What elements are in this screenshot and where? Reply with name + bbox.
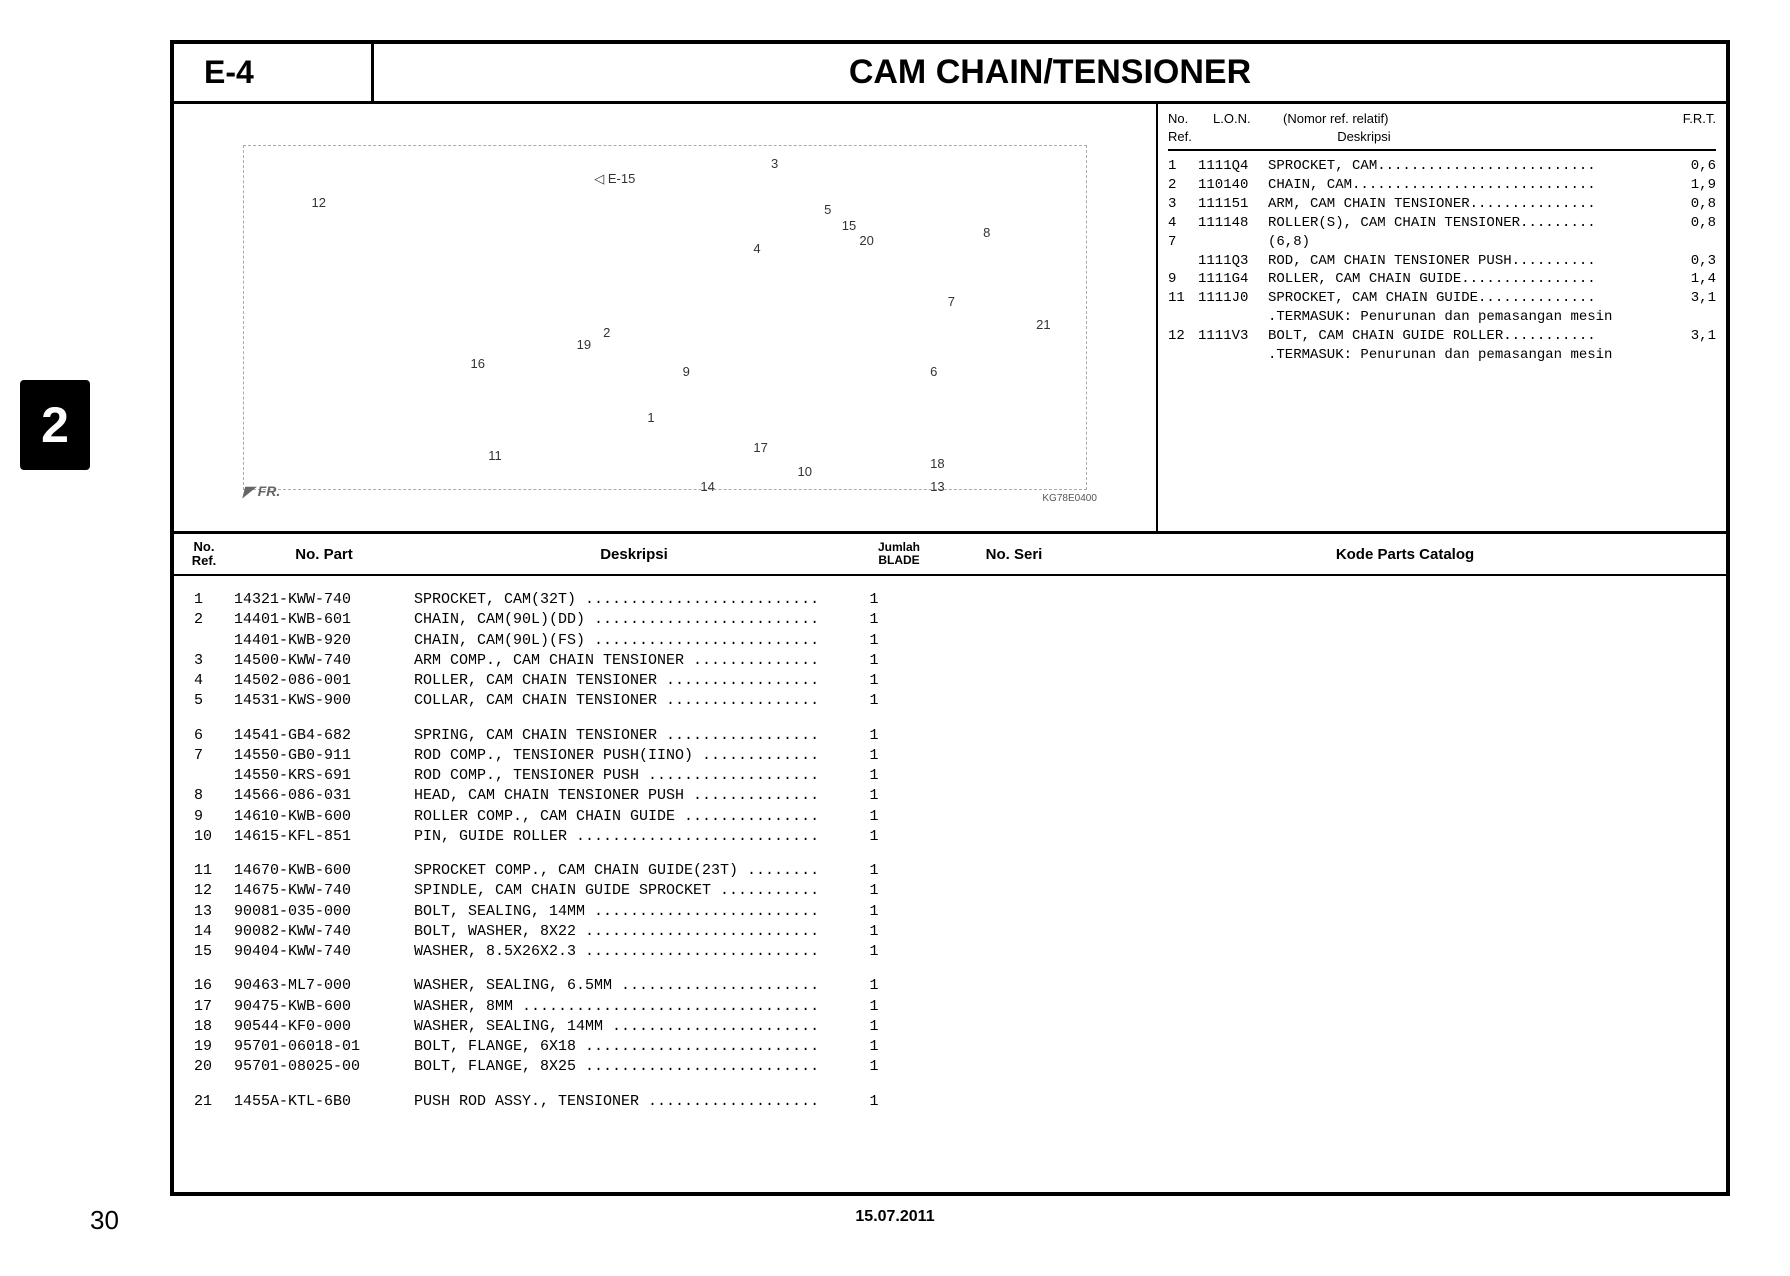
callout-19: 19 [577, 337, 591, 352]
callout-12: 12 [311, 195, 325, 210]
ref-row: .TERMASUK: Penurunan dan pemasangan mesi… [1168, 308, 1716, 327]
reference-column: No.Ref. L.O.N. (Nomor ref. relatif) Desk… [1156, 104, 1726, 531]
callout-3: 3 [771, 156, 778, 171]
callout-17: 17 [753, 440, 767, 455]
title-row: E-4 CAM CHAIN/TENSIONER [174, 44, 1726, 104]
section-title: CAM CHAIN/TENSIONER [374, 44, 1726, 101]
part-row: 214401-KWB-601CHAIN, CAM(90L)(DD) ......… [194, 610, 1706, 630]
part-row: 414502-086-001ROLLER, CAM CHAIN TENSIONE… [194, 671, 1706, 691]
part-row: 1490082-KWW-740BOLT, WASHER, 8X22 ......… [194, 922, 1706, 942]
part-row: 1590404-KWW-740WASHER, 8.5X26X2.3 ......… [194, 942, 1706, 962]
ref-row: 1111Q3ROD, CAM CHAIN TENSIONER PUSH.....… [1168, 252, 1716, 271]
callout-18: 18 [930, 456, 944, 471]
callout-9: 9 [683, 364, 690, 379]
part-row: 1114670-KWB-600SPROCKET COMP., CAM CHAIN… [194, 861, 1706, 881]
ref-row: 2110140CHAIN, CAM.......................… [1168, 176, 1716, 195]
image-code: KG78E0400 [1042, 493, 1097, 504]
ref-row: 91111G4ROLLER, CAM CHAIN GUIDE..........… [1168, 270, 1716, 289]
ref-header: No.Ref. L.O.N. (Nomor ref. relatif) Desk… [1168, 110, 1716, 151]
section-code: E-4 [174, 44, 374, 101]
part-row: 2095701-08025-00BOLT, FLANGE, 8X25 .....… [194, 1057, 1706, 1077]
parts-body: 114321-KWW-740SPROCKET, CAM(32T) .......… [174, 576, 1726, 1126]
callout-21: 21 [1036, 317, 1050, 332]
callout-8: 8 [983, 225, 990, 240]
callout-13: 13 [930, 479, 944, 494]
ref-rows: 11111Q4SPROCKET, CAM....................… [1168, 157, 1716, 365]
footer-date: 15.07.2011 [0, 1208, 1790, 1226]
callout-6: 6 [930, 364, 937, 379]
callout-4: 4 [753, 241, 760, 256]
part-row: 14401-KWB-920CHAIN, CAM(90L)(FS) .......… [194, 631, 1706, 651]
part-row: 914610-KWB-600ROLLER COMP., CAM CHAIN GU… [194, 807, 1706, 827]
part-row: 514531-KWS-900COLLAR, CAM CHAIN TENSIONE… [194, 691, 1706, 711]
side-tab: 2 [20, 380, 90, 470]
ref-row: 121111V3BOLT, CAM CHAIN GUIDE ROLLER....… [1168, 327, 1716, 346]
ref-row: 7(6,8) [1168, 233, 1716, 252]
callout-20: 20 [859, 233, 873, 248]
fr-arrow: ◤ FR. [243, 483, 280, 500]
part-row: 1890544-KF0-000WASHER, SEALING, 14MM ...… [194, 1017, 1706, 1037]
ref-row: 4111148ROLLER(S), CAM CHAIN TENSIONER...… [1168, 214, 1716, 233]
upper-region: 12 ◁ E-15 3 5 15 20 4 8 7 21 6 2 19 16 9… [174, 104, 1726, 534]
callout-16: 16 [471, 356, 485, 371]
ref-row: .TERMASUK: Penurunan dan pemasangan mesi… [1168, 346, 1716, 365]
callout-11: 11 [488, 448, 502, 463]
callout-7: 7 [948, 294, 955, 309]
part-row: 14550-KRS-691ROD COMP., TENSIONER PUSH .… [194, 766, 1706, 786]
callout-2: 2 [603, 325, 610, 340]
part-row: 614541-GB4-682SPRING, CAM CHAIN TENSIONE… [194, 726, 1706, 746]
callout-14: 14 [700, 479, 714, 494]
diagram-area: 12 ◁ E-15 3 5 15 20 4 8 7 21 6 2 19 16 9… [174, 104, 1156, 531]
part-row: 211455A-KTL-6B0PUSH ROD ASSY., TENSIONER… [194, 1092, 1706, 1112]
parts-header: No.Ref. No. Part Deskripsi JumlahBLADE N… [174, 534, 1726, 576]
part-row: 1690463-ML7-000WASHER, SEALING, 6.5MM ..… [194, 976, 1706, 996]
ref-row: 11111Q4SPROCKET, CAM....................… [1168, 157, 1716, 176]
part-row: 714550-GB0-911ROD COMP., TENSIONER PUSH(… [194, 746, 1706, 766]
part-row: 114321-KWW-740SPROCKET, CAM(32T) .......… [194, 590, 1706, 610]
part-row: 1790475-KWB-600WASHER, 8MM .............… [194, 997, 1706, 1017]
callout-10: 10 [798, 464, 812, 479]
part-row: 1390081-035-000BOLT, SEALING, 14MM .....… [194, 902, 1706, 922]
exploded-diagram: 12 ◁ E-15 3 5 15 20 4 8 7 21 6 2 19 16 9… [223, 125, 1107, 509]
part-row: 814566-086-031HEAD, CAM CHAIN TENSIONER … [194, 786, 1706, 806]
callout-15: 15 [842, 218, 856, 233]
page-frame: E-4 CAM CHAIN/TENSIONER 12 ◁ E-15 3 5 15… [170, 40, 1730, 1196]
part-row: 1214675-KWW-740SPINDLE, CAM CHAIN GUIDE … [194, 881, 1706, 901]
part-row: 314500-KWW-740ARM COMP., CAM CHAIN TENSI… [194, 651, 1706, 671]
part-row: 1995701-06018-01BOLT, FLANGE, 6X18 .....… [194, 1037, 1706, 1057]
ref-row: 111111J0SPROCKET, CAM CHAIN GUIDE.......… [1168, 289, 1716, 308]
callout-1: 1 [647, 410, 654, 425]
callout-link: ◁ E-15 [594, 171, 635, 187]
part-row: 1014615-KFL-851PIN, GUIDE ROLLER .......… [194, 827, 1706, 847]
callout-5: 5 [824, 202, 831, 217]
ref-row: 3111151ARM, CAM CHAIN TENSIONER.........… [1168, 195, 1716, 214]
